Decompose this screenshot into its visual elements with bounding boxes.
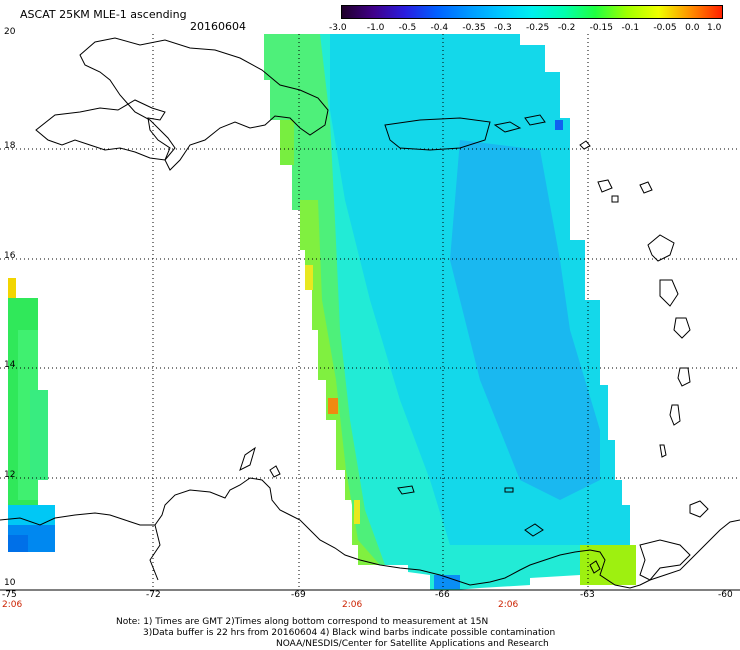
map-title: ASCAT 25KM MLE-1 ascending [20,8,187,21]
lat-label-10: 10 [4,578,16,588]
lon-label-66: -66 [435,590,450,600]
colorbar-label: -0.35 [462,23,486,33]
colorbar-label: -3.0 [329,23,347,33]
lat-label-20: 20 [4,27,16,37]
note-line-1: Note: 1) Times are GMT 2)Times along bot… [116,617,489,627]
lon-label-72: -72 [146,590,161,600]
colorbar: -3.0 -1.0 -0.5 -0.4 -0.35 -0.3 -0.25 -0.2 -0.15-… [329,5,723,33]
colorbar-label: 1.0 [707,23,722,33]
colorbar-label: -0.3 [494,23,512,33]
note-line-3: NOAA/NESDIS/Center for Satellite Applica… [276,639,549,649]
map-date: 20160604 [190,20,246,33]
lon-label-75: -75 [2,590,17,600]
lat-label-12: 12 [4,470,16,480]
lon-label-63: -63 [580,590,595,600]
colorbar-label: -0.1 [621,23,640,33]
colorbar-label: -0.2 [557,23,576,33]
data-swaths [8,34,636,590]
colorbar-label: -0.5 [398,23,417,33]
note-line-2: 3)Data buffer is 22 hrs from 20160604 4)… [143,628,556,638]
time-label-3: 2:06 [498,600,519,610]
colorbar-gradient [341,5,723,19]
lat-label-16: 16 [4,251,16,261]
coastlines [0,37,740,589]
lat-label-14: 14 [4,360,16,370]
time-label-2: 2:06 [342,600,363,610]
time-label-1: 2:06 [2,600,23,610]
colorbar-label: -0.05 [653,23,677,33]
colorbar-label: -1.0 [366,23,385,33]
lon-label-69: -69 [291,590,306,600]
colorbar-label: -0.25 [526,23,550,33]
lat-label-18: 18 [4,141,16,151]
colorbar-label: 0.0 [685,23,700,33]
lon-label-60: -60 [718,590,733,600]
colorbar-label: -0.4 [430,23,449,33]
colorbar-label: -0.15 [589,23,613,33]
